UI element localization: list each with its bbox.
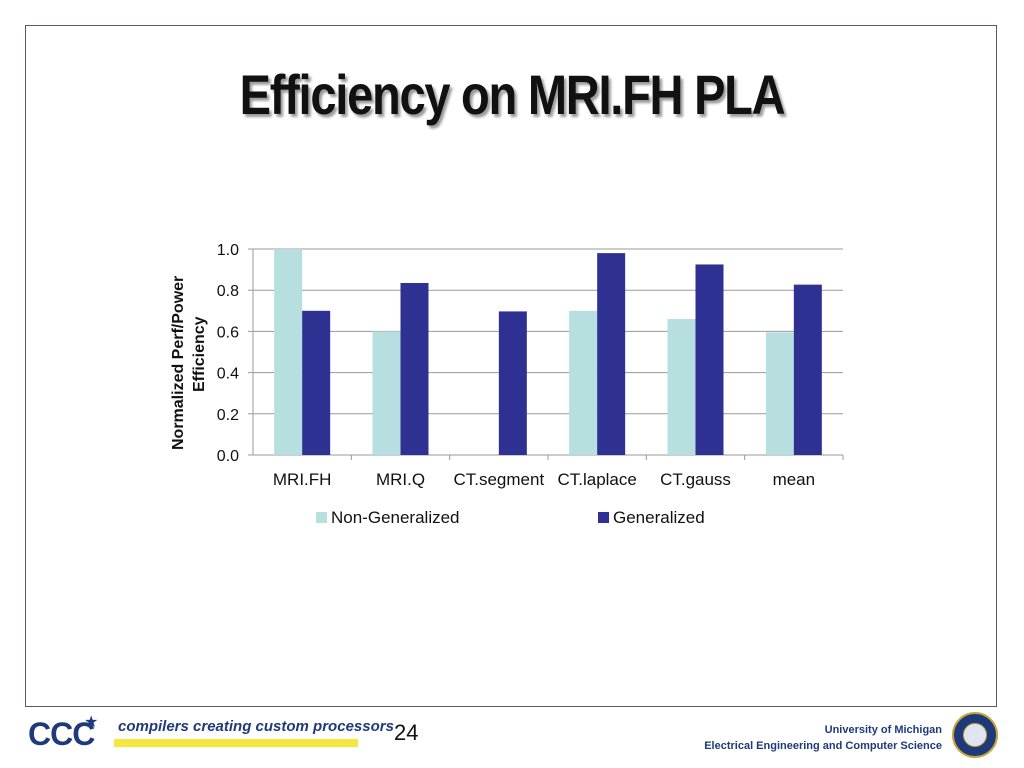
tagline: compilers creating custom processors (118, 718, 394, 735)
y-tick-label: 0.2 (217, 407, 239, 424)
bar-generalized (793, 284, 822, 455)
university-seal-icon (952, 712, 998, 758)
legend-swatch (598, 512, 609, 523)
ccc-logo: CCC (28, 716, 95, 752)
star-icon: ★ (84, 714, 99, 731)
bar-non-generalized (372, 331, 401, 455)
bar-generalized (597, 253, 626, 455)
x-tick-label: mean (773, 470, 816, 489)
y-tick-label: 0.6 (217, 324, 239, 341)
bar-non-generalized (274, 249, 303, 455)
bar-non-generalized (667, 319, 696, 455)
tagline-highlight-bar (114, 739, 358, 747)
bar-generalized (400, 282, 429, 455)
y-tick-label: 0.4 (217, 366, 239, 383)
university-name: University of Michigan (824, 724, 942, 736)
department-name: Electrical Engineering and Computer Scie… (704, 740, 942, 752)
x-tick-label: CT.gauss (660, 470, 731, 489)
seal-inner (963, 723, 987, 747)
bar-generalized (302, 310, 331, 455)
y-tick-label: 0.8 (217, 283, 239, 300)
legend-label: Generalized (613, 508, 705, 527)
y-tick-label: 1.0 (217, 242, 239, 259)
university-info: University of Michigan Electrical Engine… (704, 722, 942, 754)
x-tick-label: CT.segment (453, 470, 544, 489)
slide-title: Efficiency on MRI.FH PLA (239, 63, 786, 126)
bar-non-generalized (569, 310, 598, 455)
page-number: 24 (394, 720, 419, 745)
bar-generalized (498, 311, 527, 455)
legend-label: Non-Generalized (331, 508, 460, 527)
x-tick-label: MRI.FH (273, 470, 332, 489)
legend-swatch (316, 512, 327, 523)
bar-non-generalized (765, 332, 794, 455)
y-tick-label: 0.0 (217, 448, 239, 465)
bar-generalized (695, 264, 724, 455)
x-tick-label: MRI.Q (376, 470, 425, 489)
x-tick-label: CT.laplace (557, 470, 636, 489)
